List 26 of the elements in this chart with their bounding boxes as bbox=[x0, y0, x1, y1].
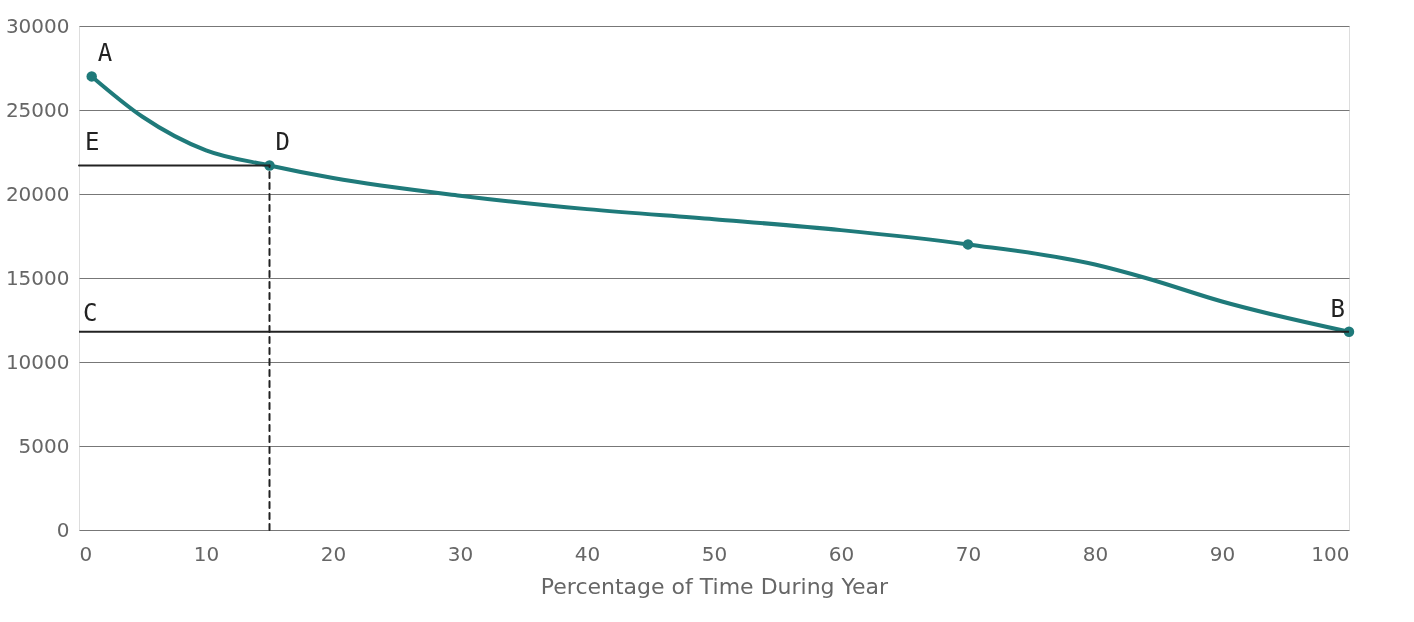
x-tick-label: 70 bbox=[955, 541, 982, 566]
x-tick-label: 0 bbox=[79, 541, 93, 566]
y-tick-label: 20000 bbox=[5, 181, 70, 206]
x-tick-label: 40 bbox=[574, 541, 601, 566]
y-tick-label: 10000 bbox=[5, 349, 70, 374]
y-tick-label: 5000 bbox=[18, 433, 70, 458]
ref-line-label: C bbox=[83, 298, 98, 327]
annotation: A bbox=[97, 39, 113, 68]
x-tick-label: 100 bbox=[1311, 541, 1350, 566]
x-axis-title: Percentage of Time During Year bbox=[540, 573, 890, 599]
x-tick-label: 80 bbox=[1082, 541, 1109, 566]
x-tick-label: 20 bbox=[320, 541, 347, 566]
y-tick-label: 0 bbox=[56, 517, 70, 542]
y-tick-label: 15000 bbox=[5, 265, 70, 290]
point bbox=[86, 71, 97, 82]
y-tick-label: 25000 bbox=[5, 97, 70, 122]
annotation: E bbox=[85, 128, 100, 157]
annotation: D bbox=[275, 128, 290, 157]
y-tick-label: 30000 bbox=[5, 13, 70, 38]
x-tick-label: 60 bbox=[828, 541, 855, 566]
x-tick-label: 10 bbox=[193, 541, 220, 566]
x-tick-label: 90 bbox=[1209, 541, 1236, 566]
x-tick-label: 30 bbox=[447, 541, 474, 566]
annotation: B bbox=[1330, 294, 1345, 323]
point bbox=[962, 239, 974, 250]
x-tick-label: 50 bbox=[701, 541, 728, 566]
